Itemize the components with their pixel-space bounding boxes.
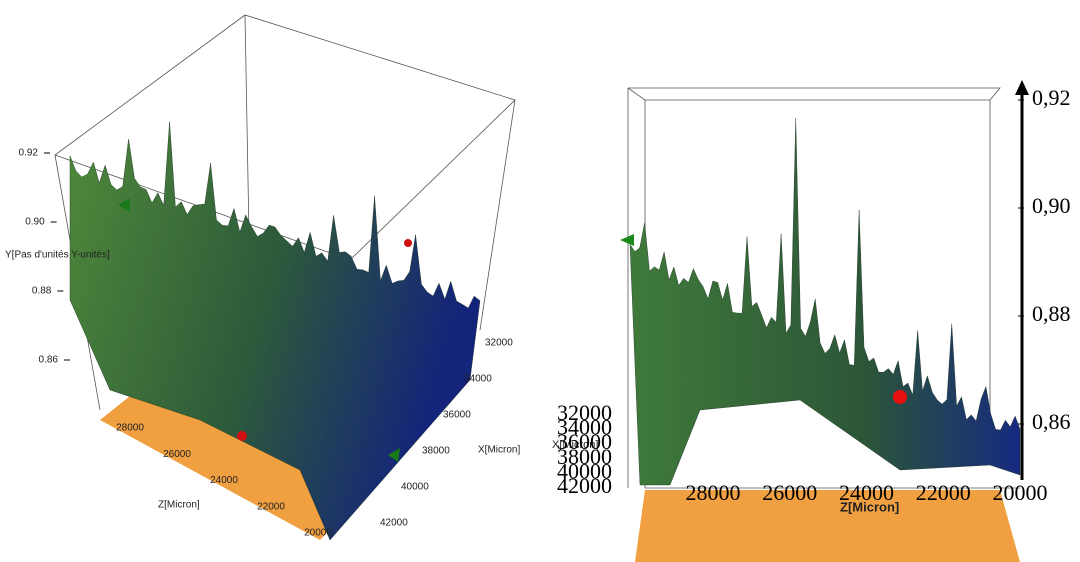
- y-axis-label: Y[Pas d'unités Y-unités]: [5, 250, 110, 261]
- left-panel: [54, 14, 516, 541]
- floor: [635, 490, 1020, 562]
- z-tick-label: 28000: [686, 480, 741, 505]
- box-edge: [479, 99, 516, 331]
- x-tick-label: 36000: [443, 410, 471, 421]
- y-tick-label: 0,92: [1032, 85, 1071, 110]
- z-tick-label: 20000: [304, 528, 332, 539]
- y-tick-label: 0.86: [39, 355, 59, 366]
- marker: [893, 390, 907, 404]
- y-tick-label: 0,88: [1032, 301, 1071, 326]
- z-axis-label: Z[Micron]: [158, 500, 200, 511]
- x-tick-label: 34000: [464, 374, 492, 385]
- z-tick-label: 26000: [163, 449, 191, 460]
- y-tick-label: 0,90: [1032, 193, 1071, 218]
- marker: [404, 239, 412, 247]
- z-tick-label: 28000: [116, 423, 144, 434]
- x-tick-label: 32000: [557, 400, 612, 425]
- z-tick-label: 24000: [839, 480, 894, 505]
- x-tick-label: 42000: [380, 518, 408, 529]
- z-axis-label: Z[Micron]: [840, 499, 899, 514]
- x-tick-label: 32000: [485, 338, 513, 349]
- marker: [237, 431, 247, 441]
- x-axis-label: X[Micron]: [552, 439, 598, 451]
- x-tick-label: 38000: [557, 444, 612, 469]
- right-panel: [620, 80, 1029, 562]
- marker: [118, 198, 130, 212]
- x-tick-label: 40000: [557, 458, 612, 483]
- box-top: [627, 87, 1001, 101]
- panel-ticks: 0.92 0.90 0.88 0.86 32000 34000 36000 38000 4000…: [19, 148, 514, 539]
- y-tick-label: 0.92: [19, 148, 39, 159]
- z-tick-label: 24000: [210, 475, 238, 486]
- y-tick-label: 0,86: [1032, 409, 1071, 434]
- x-tick-label: 40000: [401, 482, 429, 493]
- marker: [620, 234, 634, 246]
- z-tick-label: 22000: [257, 501, 285, 512]
- x-tick-label: 38000: [422, 446, 450, 457]
- x-tick-label: 34000: [557, 415, 612, 440]
- ticks: 0.920.900.880.86320003400036000380004000…: [19, 85, 1071, 539]
- z-tick-label: 22000: [916, 480, 971, 505]
- y-tick-label: 0.88: [32, 286, 52, 297]
- x-axis-label: X[Micron]: [478, 445, 520, 456]
- surface: [69, 121, 481, 541]
- z-tick-label: 26000: [762, 480, 817, 505]
- x-tick-label: 42000: [557, 473, 612, 498]
- panel-ticks: 0,92 0,90 0,88 0,86 320003400036000380004000…: [557, 85, 1071, 505]
- surface: [629, 117, 1021, 486]
- x-tick-label: 36000: [557, 429, 612, 454]
- z-tick-label: 20000: [993, 480, 1048, 505]
- y-tick-label: 0.90: [25, 217, 45, 228]
- marker: [388, 448, 400, 462]
- axis-arrow: [1015, 80, 1029, 95]
